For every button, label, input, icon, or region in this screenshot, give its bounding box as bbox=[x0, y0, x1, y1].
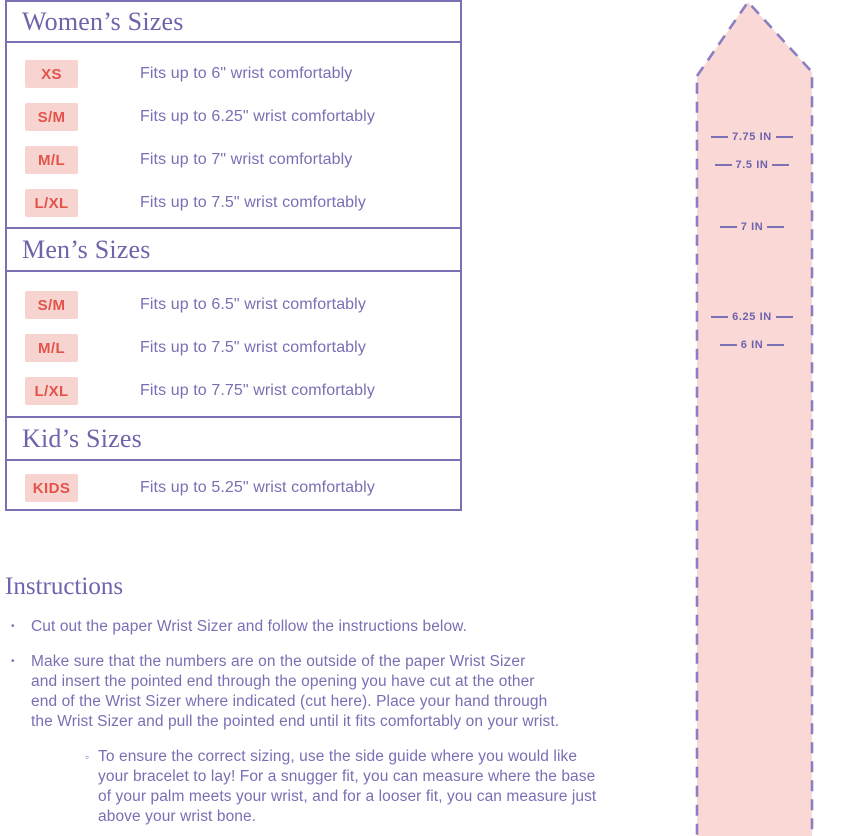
size-description: Fits up to 7.75" wrist comfortably bbox=[140, 382, 375, 399]
table-row: M/L Fits up to 7" wrist comfortably bbox=[7, 146, 460, 174]
marking-label: 6 IN bbox=[740, 339, 764, 351]
size-badge: S/M bbox=[25, 103, 78, 131]
section-title: Men’s Sizes bbox=[22, 234, 151, 264]
size-badge: KIDS bbox=[25, 474, 78, 502]
instruction-text: Make sure that the numbers are on the ou… bbox=[31, 653, 560, 730]
size-description: Fits up to 6" wrist comfortably bbox=[140, 65, 353, 82]
tick-line-icon bbox=[714, 164, 732, 166]
tick-line-icon bbox=[775, 136, 793, 138]
wrist-sizer-strip bbox=[695, 0, 814, 836]
tick-line-icon bbox=[767, 344, 785, 346]
table-row: S/M Fits up to 6.25" wrist comfortably bbox=[7, 103, 460, 131]
bullet-icon: • bbox=[11, 621, 15, 632]
section-title: Women’s Sizes bbox=[22, 6, 184, 36]
table-row: KIDS Fits up to 5.25" wrist comfortably bbox=[7, 474, 460, 502]
sizer-marking: 6 IN bbox=[697, 338, 807, 352]
table-row: L/XL Fits up to 7.5" wrist comfortably bbox=[7, 189, 460, 217]
section-title: Kid’s Sizes bbox=[22, 423, 142, 453]
tick-line-icon bbox=[711, 316, 729, 318]
table-row: M/L Fits up to 7.5" wrist comfortably bbox=[7, 334, 460, 362]
size-description: Fits up to 6.25" wrist comfortably bbox=[140, 108, 375, 125]
tick-line-icon bbox=[775, 316, 793, 318]
sizer-marking: 6.25 IN bbox=[697, 310, 807, 324]
marking-label: 6.25 IN bbox=[732, 311, 772, 323]
size-badge: S/M bbox=[25, 291, 78, 319]
size-chart-table: Women’s Sizes XS Fits up to 6" wrist com… bbox=[5, 0, 462, 511]
section-header-mens: Men’s Sizes bbox=[7, 229, 460, 272]
instruction-bullet: • Cut out the paper Wrist Sizer and foll… bbox=[5, 617, 665, 637]
size-description: Fits up to 7" wrist comfortably bbox=[140, 151, 353, 168]
sizer-marking: 7 IN bbox=[697, 220, 807, 234]
instruction-text: To ensure the correct sizing, use the si… bbox=[98, 748, 597, 825]
table-row: XS Fits up to 6" wrist comfortably bbox=[7, 60, 460, 88]
table-row: S/M Fits up to 6.5" wrist comfortably bbox=[7, 291, 460, 319]
womens-rows: XS Fits up to 6" wrist comfortably S/M F… bbox=[7, 43, 460, 229]
size-badge: L/XL bbox=[25, 377, 78, 405]
marking-label: 7.5 IN bbox=[735, 159, 769, 171]
section-header-kids: Kid’s Sizes bbox=[7, 418, 460, 461]
sizer-marking: 7.75 IN bbox=[697, 130, 807, 144]
table-row: L/XL Fits up to 7.75" wrist comfortably bbox=[7, 377, 460, 405]
instruction-sub-bullet: ◦ To ensure the correct sizing, use the … bbox=[85, 747, 665, 827]
size-description: Fits up to 5.25" wrist comfortably bbox=[140, 479, 375, 496]
instruction-text: Cut out the paper Wrist Sizer and follow… bbox=[31, 618, 468, 635]
tick-line-icon bbox=[719, 344, 737, 346]
marking-label: 7 IN bbox=[740, 221, 764, 233]
size-description: Fits up to 7.5" wrist comfortably bbox=[140, 194, 366, 211]
instructions-section: Instructions • Cut out the paper Wrist S… bbox=[5, 572, 665, 827]
sub-bullet-icon: ◦ bbox=[85, 750, 90, 764]
bullet-icon: • bbox=[11, 656, 15, 667]
instructions-title: Instructions bbox=[5, 573, 124, 600]
tick-line-icon bbox=[711, 136, 729, 138]
tick-line-icon bbox=[767, 226, 785, 228]
section-header-womens: Women’s Sizes bbox=[7, 2, 460, 43]
size-badge: XS bbox=[25, 60, 78, 88]
size-badge: L/XL bbox=[25, 189, 78, 217]
sizer-marking: 7.5 IN bbox=[697, 158, 807, 172]
size-description: Fits up to 6.5" wrist comfortably bbox=[140, 296, 366, 313]
kids-rows: KIDS Fits up to 5.25" wrist comfortably bbox=[7, 461, 460, 509]
mens-rows: S/M Fits up to 6.5" wrist comfortably M/… bbox=[7, 272, 460, 418]
tick-line-icon bbox=[772, 164, 790, 166]
marking-label: 7.75 IN bbox=[732, 131, 772, 143]
instruction-bullet: • Make sure that the numbers are on the … bbox=[5, 652, 665, 732]
size-badge: M/L bbox=[25, 146, 78, 174]
size-description: Fits up to 7.5" wrist comfortably bbox=[140, 339, 366, 356]
wrist-sizer-outline bbox=[695, 0, 814, 836]
size-badge: M/L bbox=[25, 334, 78, 362]
tick-line-icon bbox=[719, 226, 737, 228]
